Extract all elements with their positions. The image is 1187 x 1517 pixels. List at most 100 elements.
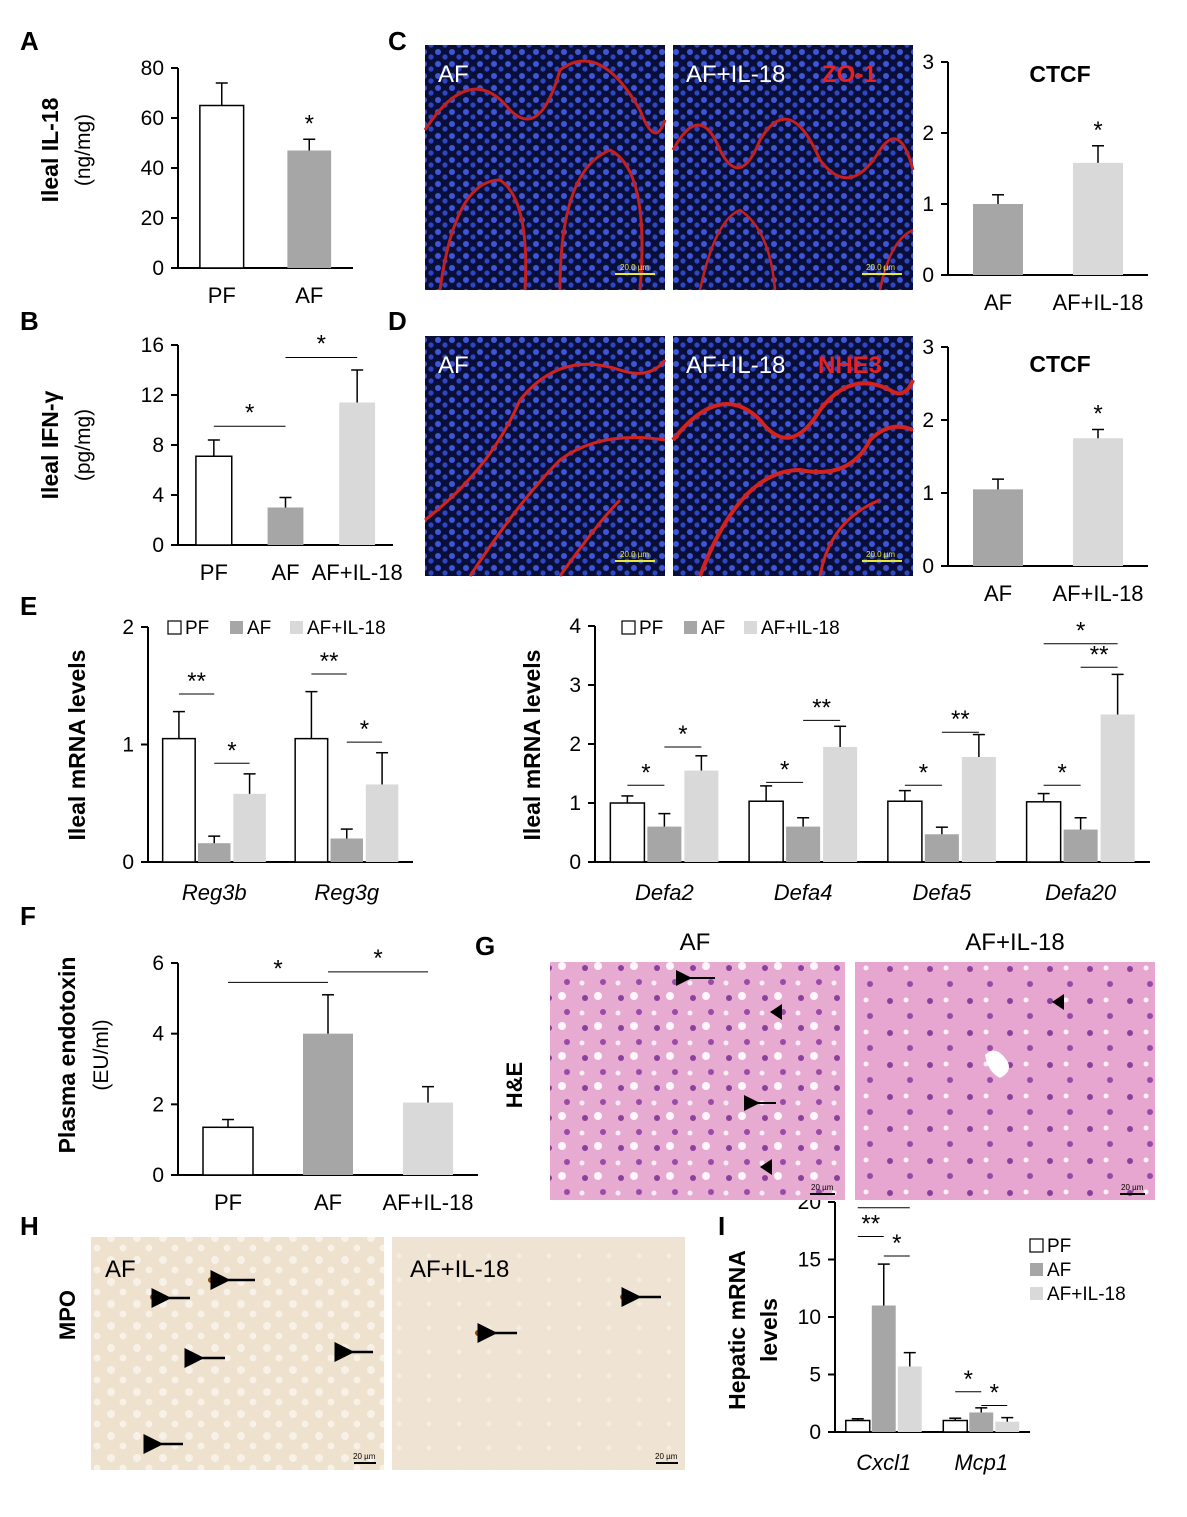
micrograph-d-left-label: AF [438,352,469,379]
significance-star: * [641,759,650,786]
y-tick-label: 2 [922,122,934,145]
bar-Defa4-AF-bar [786,826,821,862]
y-tick-label: 3 [922,51,934,74]
x-category-label: AF [295,283,323,308]
micrograph-d-af-il18: AF+IL-18 NHE3 20.0 µm [671,336,915,577]
bar-Reg3b-PF-bar [161,737,196,863]
micrograph-d-right-label: AF+IL-18 [686,352,785,379]
chart-title: CTCF [1029,61,1090,87]
significance-star: ** [1090,641,1109,668]
chart-d: 0 1 2 3 CTCF* AF AF+IL-18 [922,336,1148,606]
y-tick-label: 3 [922,336,934,359]
significance-star: * [227,737,236,764]
bar-Defa2-PF-bar [609,802,646,863]
legend-swatch [621,620,636,635]
micrograph-d-af: AF 20.0 µm [424,336,667,577]
bar-Defa20-PF-bar [1025,801,1062,863]
significance-star: * [964,1366,973,1393]
micrograph-c-right-label: AF+IL-18 [686,61,785,88]
bar-Reg3g-AF+IL-18-bar [365,784,399,862]
micrograph-g-left-scale: 20 µm [811,1183,834,1192]
significance-star: * [919,759,928,786]
x-category-label: AF+IL-18 [382,1190,473,1215]
y-axis-label: Ileal IL-18 [37,97,63,202]
legend-label: AF+IL-18 [307,618,386,639]
legend-swatch [230,621,243,634]
significance-star: * [780,756,789,783]
y-tick-label: 2 [569,733,581,756]
chart-f: 0 2 4 6 Plasma endotoxin (EU/ml) PF AF AF+IL-18 *… [54,945,478,1215]
micrograph-c-right-scale: 20.0 µm [866,263,895,272]
legend-swatch [684,621,697,634]
x-category-label: Defa20 [1045,880,1117,905]
y-axis-unit: (ng/mg) [72,114,95,186]
bar-AF-bar [267,507,304,545]
y-tick-label: 0 [922,555,934,578]
micrograph-g-right-scale: 20 µm [1121,1183,1144,1192]
micrograph-c-left-label: AF [438,61,469,88]
micrograph-c-stain-label: ZO-1 [822,61,877,88]
bar-Reg3b-AF-bar [197,843,231,862]
bar-Cxcl1-AF-bar [871,1305,896,1432]
bar-Defa5-AF-bar [924,834,959,862]
y-axis-label: Ileal mRNA levels [519,650,545,841]
significance-star: * [678,721,687,748]
y-tick-label: 1 [922,193,934,216]
x-category-label: AF+IL-18 [1052,581,1143,606]
arrowhead-icon [1052,994,1064,1010]
y-tick-label: 1 [122,734,134,757]
chart-a: 0 20 40 60 80 Ileal IL-18 (ng/mg) * PF AF [37,57,353,308]
legend-label: AF [247,618,271,639]
micrograph-h-af-il18: AF+IL-18 20 µm [392,1237,685,1470]
micrograph-c-left-scale: 20.0 µm [620,263,649,272]
y-tick-label: 1 [569,792,581,815]
y-tick-label: 6 [152,952,164,975]
x-category-label: Defa2 [635,880,694,905]
micrograph-d-stain-label: NHE3 [818,352,882,379]
significance-star: ** [320,648,339,675]
y-axis-label: Plasma endotoxin [54,957,80,1154]
significance-star: * [360,716,369,743]
significance-star: ** [951,706,970,733]
x-category-label: Defa5 [913,880,972,905]
x-category-label: Cxcl1 [856,1450,911,1475]
micrograph-h-right-scale: 20 µm [655,1452,678,1461]
panel-letter-a: A [20,26,39,56]
legend-swatch [1030,1263,1043,1276]
bar-AF-bar [287,150,332,268]
micrograph-d-right-scale: 20.0 µm [866,550,895,559]
x-category-label: AF+IL-18 [312,560,403,585]
panel-letter-b: B [20,306,39,336]
significance-star: * [373,945,382,972]
y-tick-label: 10 [798,1306,821,1329]
bar-Cxcl1-AF+IL-18-bar [897,1366,922,1432]
y-tick-label: 16 [141,334,164,357]
legend-label: AF [1047,1260,1071,1281]
x-category-label: AF [984,581,1012,606]
legend-label: AF+IL-18 [1047,1284,1126,1305]
bar-AF+IL-18-bar [339,402,376,545]
y-tick-label: 3 [569,674,581,697]
y-axis-unit: (EU/ml) [90,1019,113,1090]
y-tick-label: 0 [569,851,581,874]
bar-Defa4-AF+IL-18-bar [823,746,858,862]
x-category-label: Reg3g [314,880,380,905]
legend-swatch [1029,1238,1044,1253]
legend-label: AF [701,618,725,639]
y-tick-label: 12 [141,384,164,407]
y-tick-label: 4 [152,484,164,507]
x-category-label: AF [984,290,1012,315]
y-tick-label: 40 [141,157,164,180]
chart-b: 0 4 8 12 16 Ileal IFN-γ (pg/mg) PF AF AF+IL-18 * * [37,331,403,586]
panel-letter-g: G [475,931,495,961]
bar-Defa20-AF+IL-18-bar [1100,714,1135,862]
legend-swatch [744,621,757,634]
micrograph-g-af: 20 µm [550,962,845,1200]
panel-letter-c: C [388,26,407,56]
arrowhead-icon [760,1159,772,1175]
y-tick-label: 2 [922,409,934,432]
x-category-label: Reg3b [182,880,247,905]
bar-Defa4-PF-bar [748,800,784,863]
